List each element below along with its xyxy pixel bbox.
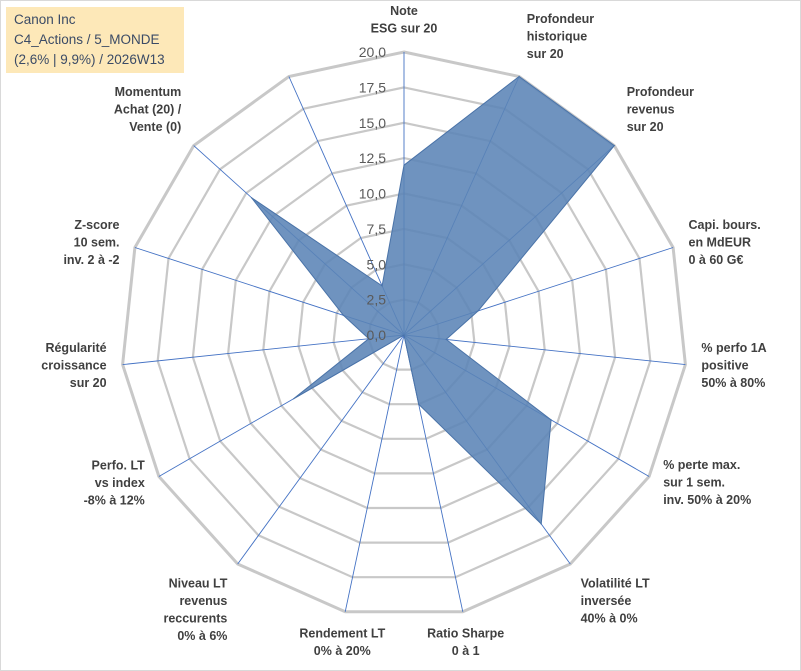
chart-title-box: Canon Inc C4_Actions / 5_MONDE (2,6% | 9… [6, 7, 184, 73]
axis-label-line: Rendement LT [299, 627, 385, 641]
tick-label: 15,0 [359, 115, 386, 131]
axis-label-line: Profondeur [527, 12, 594, 26]
axis-label-line: 50% à 80% [701, 376, 765, 390]
axis-label-9: Rendement LT 0% à 20% [299, 627, 385, 659]
axis-label-line: -8% à 12% [84, 493, 145, 507]
axis-label-line: 0% à 6% [177, 629, 227, 643]
axis-label-line: positive [701, 358, 748, 372]
axis-label-line: % perfo 1A [701, 341, 766, 355]
axis-label-12: Régularité croissance sur 20 [41, 341, 106, 390]
data-point-2 [518, 75, 520, 78]
data-point-11 [293, 398, 295, 400]
data-point-5 [445, 338, 447, 340]
axis-label-line: Ratio Sharpe [427, 627, 504, 641]
spoke-9 [344, 334, 405, 612]
axis-label-line: vs index [95, 476, 145, 490]
radar-series [250, 75, 616, 525]
axis-label-line: Vente (0) [129, 120, 181, 134]
data-point-10 [403, 334, 405, 336]
axis-label-5: % perfo 1A positive 50% à 80% [701, 341, 766, 390]
axis-label-line: revenus [179, 594, 227, 608]
axis-label-1: Note ESG sur 20 [371, 4, 438, 36]
tick-label: 2,5 [367, 292, 387, 308]
tick-label: 7,5 [367, 221, 387, 237]
tick-label: 12,5 [359, 150, 386, 166]
tick-label: 20,0 [359, 44, 386, 60]
axis-label-line: 0 à 1 [452, 644, 480, 658]
tick-label: 5,0 [367, 256, 387, 272]
grid-ring-5 [226, 156, 582, 510]
axis-label-6: % perte max. sur 1 sem. inv. 50% à 20% [663, 458, 751, 507]
data-point-13 [342, 314, 344, 316]
grid-ring-8 [121, 50, 687, 614]
axis-label-8: Ratio Sharpe 0 à 1 [427, 627, 504, 659]
axis-label-line: Régularité [45, 341, 106, 355]
data-point-1 [403, 164, 405, 166]
data-point-6 [550, 419, 552, 421]
axis-label-10: Niveau LT revenus reccurents 0% à 6% [163, 576, 227, 643]
axis-label-line: sur 1 sem. [663, 476, 725, 490]
grid-ring-7 [156, 86, 652, 579]
axis-label-14: Momentum Achat (20) / Vente (0) [114, 85, 182, 134]
axis-label-line: sur 20 [527, 47, 564, 61]
axis-label-line: sur 20 [70, 376, 107, 390]
axis-label-line: Achat (20) / [114, 102, 182, 116]
title-line-1: Canon Inc [14, 12, 76, 27]
axis-label-line: reccurents [163, 611, 227, 625]
title-line-3: (2,6% | 9,9%) / 2026W13 [14, 52, 165, 67]
tick-label: 10,0 [359, 186, 386, 202]
axis-label-4: Capi. bours. en MdEUR 0 à 60 G€ [689, 218, 761, 267]
axis-label-line: historique [527, 30, 587, 44]
axis-label-line: revenus [627, 102, 675, 116]
axis-label-line: inv. 50% à 20% [663, 493, 751, 507]
spoke-12 [122, 334, 405, 366]
grid-ring-4 [262, 192, 546, 475]
axis-label-line: 0 à 60 G€ [689, 253, 744, 267]
axis-label-line: Z-score [74, 218, 119, 232]
axis-label-line: ESG sur 20 [371, 22, 438, 36]
grid-ring-6 [191, 121, 617, 544]
data-point-3 [613, 145, 615, 147]
data-point-4 [477, 310, 479, 312]
axis-label-line: 0% à 20% [314, 644, 371, 658]
axis-label-line: Capi. bours. [689, 218, 761, 232]
axis-label-line: 40% à 0% [581, 611, 638, 625]
spoke-10 [237, 334, 405, 565]
axis-label-line: sur 20 [627, 120, 664, 134]
series-area [251, 75, 616, 525]
axis-label-line: Profondeur [627, 85, 694, 99]
axis-label-2: Profondeur historique sur 20 [527, 12, 594, 61]
axis-label-line: Momentum [115, 85, 182, 99]
axis-label-line: inversée [581, 594, 632, 608]
axis-label-line: Perfo. LT [92, 458, 146, 472]
axis-label-line: 10 sem. [74, 236, 120, 250]
title-line-2: C4_Actions / 5_MONDE [14, 32, 160, 47]
axis-label-line: Niveau LT [169, 576, 228, 590]
tick-label: 17,5 [359, 79, 386, 95]
axis-label-11: Perfo. LT vs index -8% à 12% [84, 458, 146, 507]
axis-label-line: Note [390, 4, 418, 18]
data-point-8 [418, 403, 420, 405]
axis-label-line: en MdEUR [689, 236, 752, 250]
axis-label-line: croissance [41, 358, 106, 372]
data-point-15 [381, 285, 383, 287]
data-point-7 [540, 523, 542, 525]
tick-label: 0,0 [367, 327, 387, 343]
axis-label-line: % perte max. [663, 458, 740, 472]
axis-label-line: Volatilité LT [581, 576, 650, 590]
axis-label-7: Volatilité LT inversée 40% à 0% [581, 576, 650, 625]
axis-label-13: Z-score 10 sem. inv. 2 à -2 [63, 218, 119, 267]
axis-label-line: inv. 2 à -2 [63, 253, 119, 267]
spoke-5 [403, 334, 686, 366]
radar-tick-labels: 0,0 2,5 5,0 7,5 10,0 12,5 15,0 17,5 20,0 [359, 44, 386, 343]
radar-axis-labels: Note ESG sur 20 Profondeur historique sur 20… [41, 4, 766, 658]
axis-label-3: Profondeur revenus sur 20 [627, 85, 694, 134]
data-point-14 [250, 197, 253, 199]
data-point-12 [368, 338, 370, 340]
